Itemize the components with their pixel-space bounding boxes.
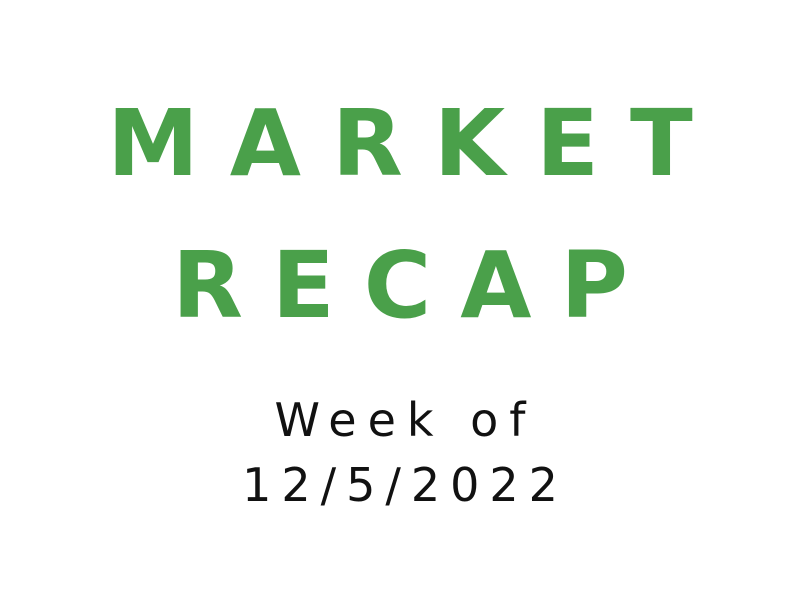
week-date: 12/5/2022	[242, 458, 568, 512]
title-market: MARKET	[107, 90, 724, 197]
week-of-label: Week of	[274, 393, 537, 447]
title-recap: RECAP	[172, 232, 657, 339]
